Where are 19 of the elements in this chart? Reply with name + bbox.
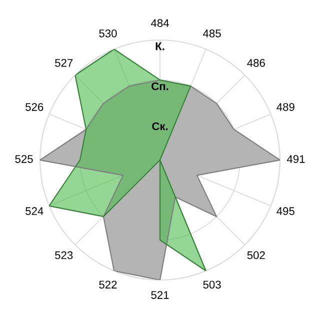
y-tick-label: Ск. <box>152 122 168 130</box>
spoke-label: 524 <box>26 207 44 216</box>
y-tick-label: К. <box>156 42 164 50</box>
y-tick-label: Сп. <box>152 82 168 90</box>
spoke-label: 484 <box>150 19 169 28</box>
spoke-label: 521 <box>151 291 169 299</box>
spoke-label: 522 <box>99 280 117 289</box>
spoke-label: 485 <box>203 29 221 38</box>
spoke-label: 525 <box>15 155 33 163</box>
spoke-label: 523 <box>55 251 73 260</box>
spoke-label: 489 <box>276 103 294 111</box>
spoke-label: 502 <box>247 251 265 260</box>
spoke-label: 491 <box>286 155 305 163</box>
spoke-label: 486 <box>247 58 265 67</box>
spoke-label: 526 <box>26 103 44 111</box>
spoke-label: 495 <box>276 207 294 216</box>
spoke-label: 527 <box>55 58 73 67</box>
spoke-label: 503 <box>203 280 221 289</box>
spoke-label: 530 <box>99 29 117 38</box>
